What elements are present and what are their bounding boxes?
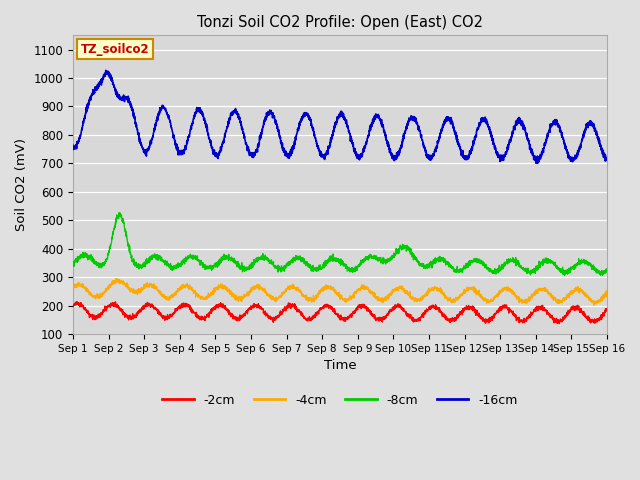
Title: Tonzi Soil CO2 Profile: Open (East) CO2: Tonzi Soil CO2 Profile: Open (East) CO2	[197, 15, 483, 30]
Legend: -2cm, -4cm, -8cm, -16cm: -2cm, -4cm, -8cm, -16cm	[157, 389, 523, 411]
Text: TZ_soilco2: TZ_soilco2	[81, 43, 150, 56]
Y-axis label: Soil CO2 (mV): Soil CO2 (mV)	[15, 138, 28, 231]
X-axis label: Time: Time	[324, 360, 356, 372]
